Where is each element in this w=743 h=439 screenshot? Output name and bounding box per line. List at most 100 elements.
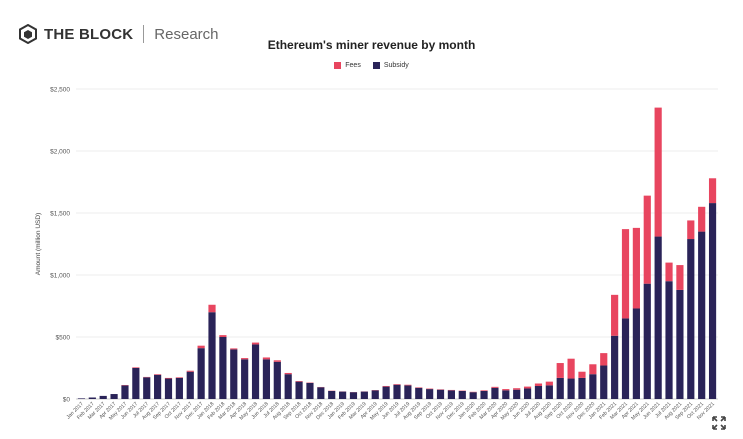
- brand-header: THE BLOCK Research: [18, 24, 219, 44]
- bar-subsidy: [698, 231, 706, 399]
- bar-subsidy: [665, 281, 673, 399]
- bar-subsidy: [567, 378, 575, 399]
- bar-fees: [132, 367, 140, 368]
- chart-legend: Fees Subsidy: [0, 62, 743, 69]
- bar-fees: [556, 363, 564, 378]
- bar-fees: [708, 178, 717, 204]
- bar-fees: [404, 384, 412, 386]
- bar-fees: [154, 374, 162, 375]
- bar-fees: [273, 360, 281, 362]
- bar-fees: [251, 342, 260, 345]
- bar-subsidy: [415, 387, 423, 399]
- bar-subsidy: [251, 344, 260, 399]
- bar-subsidy: [219, 337, 227, 399]
- bar-subsidy: [426, 389, 434, 399]
- bar-subsidy: [447, 390, 455, 399]
- bar-subsidy: [600, 365, 608, 399]
- legend-swatch-subsidy: [372, 62, 380, 69]
- bar-fees: [382, 385, 390, 387]
- bar-subsidy: [502, 390, 510, 399]
- bar-subsidy: [611, 335, 619, 399]
- bar-fees: [534, 383, 543, 386]
- bar-fees: [219, 335, 227, 337]
- bar-subsidy: [578, 377, 586, 399]
- bar-fees: [208, 304, 216, 313]
- bar-subsidy: [513, 389, 521, 399]
- bar-fees: [513, 388, 521, 390]
- legend-label-fees: Fees: [345, 62, 361, 69]
- y-tick-label: $2,000: [50, 149, 70, 156]
- bar-fees: [197, 345, 205, 349]
- bar-fees: [687, 220, 695, 240]
- legend-swatch-fees: [334, 62, 342, 69]
- bar-subsidy: [393, 384, 401, 399]
- bar-subsidy: [88, 397, 96, 399]
- bar-subsidy: [458, 390, 466, 399]
- brand-name: THE BLOCK: [44, 25, 134, 43]
- y-tick-label: $2,500: [50, 87, 70, 94]
- bar-subsidy: [197, 348, 205, 399]
- bar-fees: [262, 357, 271, 360]
- bar-subsidy: [339, 391, 347, 399]
- bar-subsidy: [208, 312, 216, 399]
- bar-subsidy: [328, 390, 336, 399]
- bar-fees: [578, 371, 586, 378]
- y-axis-label: Amount (million USD): [35, 213, 42, 276]
- bar-fees: [164, 377, 173, 379]
- bar-subsidy: [480, 390, 488, 399]
- bar-fees: [643, 195, 651, 284]
- bar-fees: [632, 227, 640, 309]
- bar-fees: [611, 294, 619, 336]
- bar-subsidy: [241, 359, 249, 399]
- bar-subsidy: [99, 395, 107, 399]
- bar-subsidy: [164, 378, 173, 399]
- brand-divider: [143, 25, 145, 43]
- bar-subsidy: [643, 283, 651, 399]
- bar-fees: [698, 206, 706, 232]
- bar-fees: [491, 386, 499, 388]
- bar-fees: [186, 370, 194, 372]
- bar-fees: [621, 229, 630, 319]
- bar-subsidy: [687, 239, 695, 399]
- bar-subsidy: [121, 385, 129, 399]
- bar-subsidy: [349, 392, 358, 399]
- bar-subsidy: [382, 386, 390, 399]
- bar-subsidy: [436, 389, 445, 399]
- chart-title: Ethereum's miner revenue by month: [267, 38, 476, 52]
- bar-subsidy: [534, 385, 543, 399]
- bar-subsidy: [632, 308, 640, 399]
- bar-subsidy: [143, 377, 151, 399]
- y-tick-label: $1,000: [50, 273, 70, 280]
- bar-subsidy: [491, 387, 499, 399]
- bar-fees: [175, 377, 183, 378]
- bar-subsidy: [230, 349, 238, 399]
- legend-item-subsidy: Subsidy: [372, 62, 409, 69]
- expand-arrows-icon[interactable]: [711, 415, 727, 431]
- bar-fees: [295, 381, 303, 382]
- bar-subsidy: [284, 374, 292, 399]
- bar-fees: [545, 381, 553, 386]
- bar-fees: [241, 358, 249, 360]
- bar-subsidy: [589, 374, 597, 399]
- bar-fees: [284, 372, 292, 375]
- bar-fees: [589, 364, 597, 375]
- bar-subsidy: [360, 391, 368, 399]
- bar-subsidy: [523, 388, 532, 399]
- cube-logo-icon: [19, 24, 37, 44]
- bar-fees: [567, 358, 575, 379]
- bar-fees: [230, 348, 238, 350]
- bar-fees: [393, 384, 401, 385]
- bar-subsidy: [175, 377, 183, 399]
- bar-subsidy: [262, 359, 271, 399]
- legend-item-fees: Fees: [334, 62, 361, 69]
- bar-fees: [600, 353, 608, 366]
- bar-subsidy: [545, 385, 553, 399]
- legend-label-subsidy: Subsidy: [383, 62, 409, 69]
- bar-subsidy: [154, 374, 162, 399]
- y-tick-label: $0: [63, 397, 71, 404]
- bar-fees: [654, 107, 662, 237]
- brand-subtitle: Research: [154, 25, 219, 43]
- bar-subsidy: [371, 390, 379, 399]
- y-tick-label: $500: [56, 335, 71, 342]
